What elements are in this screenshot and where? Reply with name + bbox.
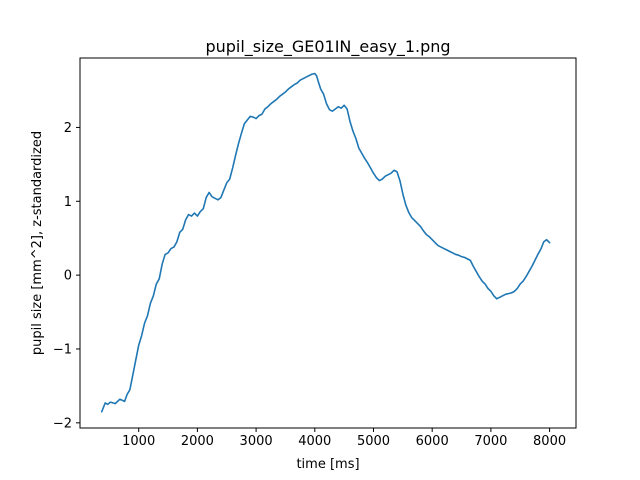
y-tick-label: −1: [53, 342, 72, 357]
x-tick-label: 7000: [474, 434, 507, 449]
x-tick-label: 1000: [122, 434, 155, 449]
x-tick-label: 6000: [416, 434, 449, 449]
y-axis-label: pupil size [mm^2], z-standardized: [30, 131, 45, 355]
series-line-0: [100, 72, 551, 413]
y-tick-label: 2: [64, 121, 72, 136]
y-tick-label: 0: [64, 269, 72, 284]
x-tick-label: 8000: [533, 434, 566, 449]
plot-area: [79, 57, 577, 429]
series-layer: [100, 72, 551, 413]
x-tick-label: 5000: [357, 434, 390, 449]
y-tick-label: −2: [53, 416, 72, 431]
x-tick-label: 2000: [181, 434, 214, 449]
x-axis-label: time [ms]: [296, 457, 359, 472]
x-tick-label: 3000: [240, 434, 273, 449]
x-tick-label: 4000: [298, 434, 331, 449]
y-axis: −2 −1 0 1 2: [53, 121, 80, 431]
y-tick-label: 1: [64, 195, 72, 210]
chart-title: pupil_size_GE01IN_easy_1.png: [205, 37, 450, 57]
x-axis: 1000 2000 3000 4000 5000 6000 7000 8000: [122, 428, 566, 449]
plot-frame: [79, 57, 577, 429]
